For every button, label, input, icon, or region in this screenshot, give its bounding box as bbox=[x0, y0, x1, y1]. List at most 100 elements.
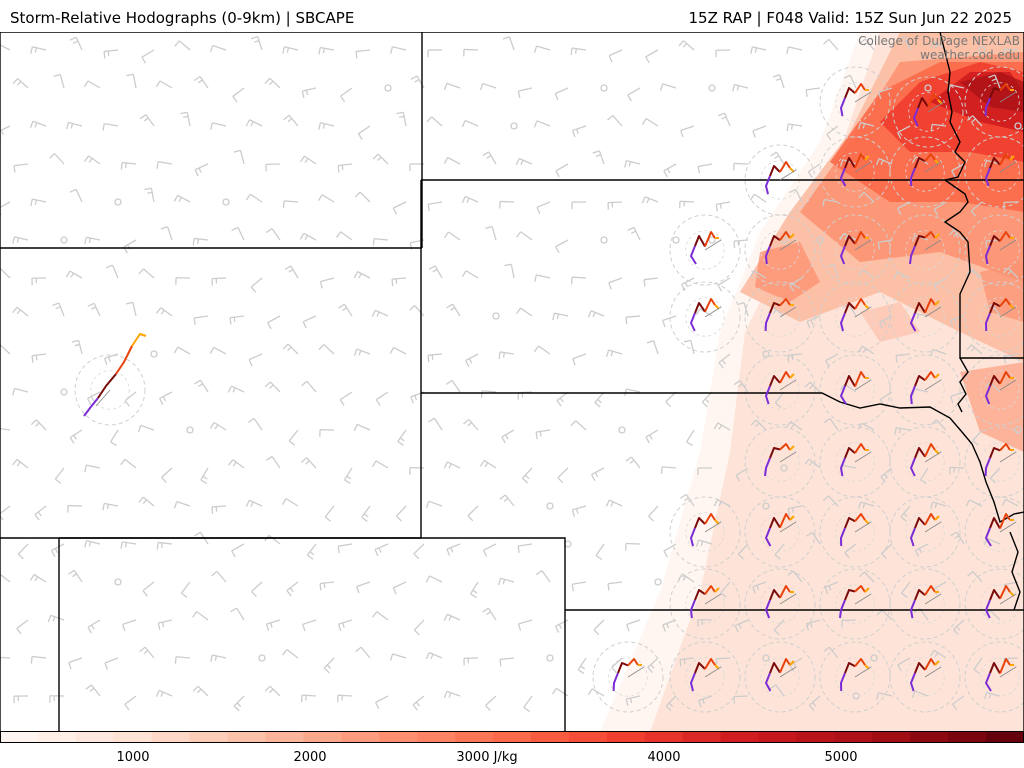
wind-barb bbox=[160, 226, 173, 241]
hodograph-ring-inner bbox=[760, 584, 800, 624]
wind-barb bbox=[774, 543, 785, 560]
colorbar-cell bbox=[606, 731, 646, 743]
colorbar-cell bbox=[568, 731, 608, 743]
wind-barb bbox=[245, 499, 263, 507]
wind-barb bbox=[773, 619, 785, 636]
wind-barb bbox=[733, 380, 749, 393]
wind-barb bbox=[952, 695, 965, 711]
wind-barb bbox=[412, 695, 425, 711]
hodograph bbox=[840, 371, 872, 405]
hodograph-ring bbox=[744, 214, 816, 286]
wind-barb bbox=[319, 581, 335, 591]
colorbar-cell bbox=[227, 731, 266, 743]
wind-barb bbox=[627, 226, 641, 241]
hodograph-ring-inner bbox=[835, 297, 875, 337]
wind-barb bbox=[1003, 48, 1019, 57]
wind-barb bbox=[357, 125, 371, 140]
wind-barb bbox=[65, 270, 83, 279]
wind-barb bbox=[300, 457, 317, 469]
storm-motion-arrow bbox=[854, 161, 872, 173]
wind-barb bbox=[683, 339, 695, 355]
wind-barb bbox=[68, 569, 83, 583]
wind-barb bbox=[463, 418, 479, 431]
calm-wind-marker bbox=[150, 350, 158, 358]
hodograph bbox=[690, 298, 722, 332]
wind-barb bbox=[479, 82, 497, 91]
wind-barb bbox=[501, 429, 515, 444]
wind-barb bbox=[173, 501, 191, 509]
wind-barb bbox=[446, 543, 461, 556]
wind-barb bbox=[210, 654, 227, 662]
wind-barb bbox=[174, 656, 191, 664]
storm-motion-arrow bbox=[924, 379, 942, 391]
wind-barb bbox=[929, 649, 947, 659]
wind-barb bbox=[375, 391, 389, 406]
wind-barb bbox=[192, 237, 209, 246]
wind-barb bbox=[919, 467, 929, 485]
wind-barb bbox=[299, 232, 317, 241]
wind-barb bbox=[227, 385, 245, 393]
wind-barb bbox=[193, 315, 209, 326]
hodograph bbox=[840, 153, 872, 187]
wind-barb bbox=[425, 651, 443, 660]
hodograph-ring-inner bbox=[685, 297, 725, 337]
wind-barb bbox=[0, 267, 11, 279]
wind-barb bbox=[970, 201, 983, 217]
storm-motion-arrow bbox=[999, 666, 1017, 678]
hodograph bbox=[765, 231, 797, 265]
wind-barb bbox=[533, 120, 551, 128]
storm-motion-arrow bbox=[779, 379, 797, 391]
wind-barb bbox=[1002, 267, 1019, 279]
map-panel[interactable]: College of DuPage NEXLAB weather.cod.edu bbox=[0, 32, 1024, 732]
hodograph-ring-inner bbox=[835, 512, 875, 552]
hodograph-ring-inner bbox=[685, 584, 725, 624]
wind-barb bbox=[663, 543, 677, 558]
wind-barb bbox=[155, 689, 173, 697]
wind-barb bbox=[371, 309, 389, 317]
colorbar-tick-label: 3000 J/kg bbox=[456, 750, 518, 765]
wind-barb bbox=[12, 387, 29, 396]
wind-barb bbox=[54, 467, 65, 484]
colorbar-cell bbox=[113, 731, 153, 743]
hodograph-ring bbox=[889, 354, 961, 426]
hodograph bbox=[910, 658, 942, 692]
wind-barb bbox=[156, 161, 173, 169]
wind-barb bbox=[282, 46, 299, 54]
hodograph-ring bbox=[669, 214, 741, 286]
wind-barb bbox=[949, 466, 965, 475]
wind-barb bbox=[354, 191, 371, 203]
wind-barb bbox=[895, 353, 911, 363]
wind-barb bbox=[648, 505, 659, 522]
wind-barb bbox=[13, 695, 29, 704]
wind-barb bbox=[572, 353, 587, 366]
hodograph bbox=[765, 585, 797, 619]
wind-barb bbox=[12, 306, 29, 317]
hodograph bbox=[910, 585, 942, 619]
wind-barb bbox=[84, 464, 101, 473]
calm-wind-marker bbox=[978, 46, 986, 54]
wind-barb bbox=[713, 422, 731, 431]
wind-barb bbox=[605, 349, 623, 357]
colorbar-cell bbox=[644, 731, 684, 743]
wind-barb bbox=[822, 198, 839, 207]
wind-barb bbox=[251, 581, 263, 598]
wind-barb bbox=[337, 163, 353, 173]
wind-barb bbox=[911, 234, 929, 243]
hodograph-ring-inner bbox=[835, 370, 875, 410]
wind-barb bbox=[660, 466, 677, 474]
hodograph-ring-inner bbox=[905, 657, 945, 697]
wind-barb bbox=[102, 122, 119, 131]
storm-motion-arrow bbox=[999, 239, 1017, 251]
wind-barb bbox=[267, 315, 281, 330]
hodograph-ring-inner bbox=[685, 657, 725, 697]
wind-barb bbox=[823, 646, 839, 659]
wind-barb bbox=[607, 581, 623, 591]
wind-barb bbox=[245, 119, 263, 127]
colorbar-cell bbox=[834, 731, 873, 743]
calm-wind-marker bbox=[708, 236, 716, 244]
wind-barb bbox=[29, 120, 47, 129]
wind-barb bbox=[306, 543, 317, 560]
wind-barb bbox=[502, 36, 515, 51]
wind-barb bbox=[857, 501, 875, 509]
calm-wind-marker bbox=[600, 236, 608, 244]
